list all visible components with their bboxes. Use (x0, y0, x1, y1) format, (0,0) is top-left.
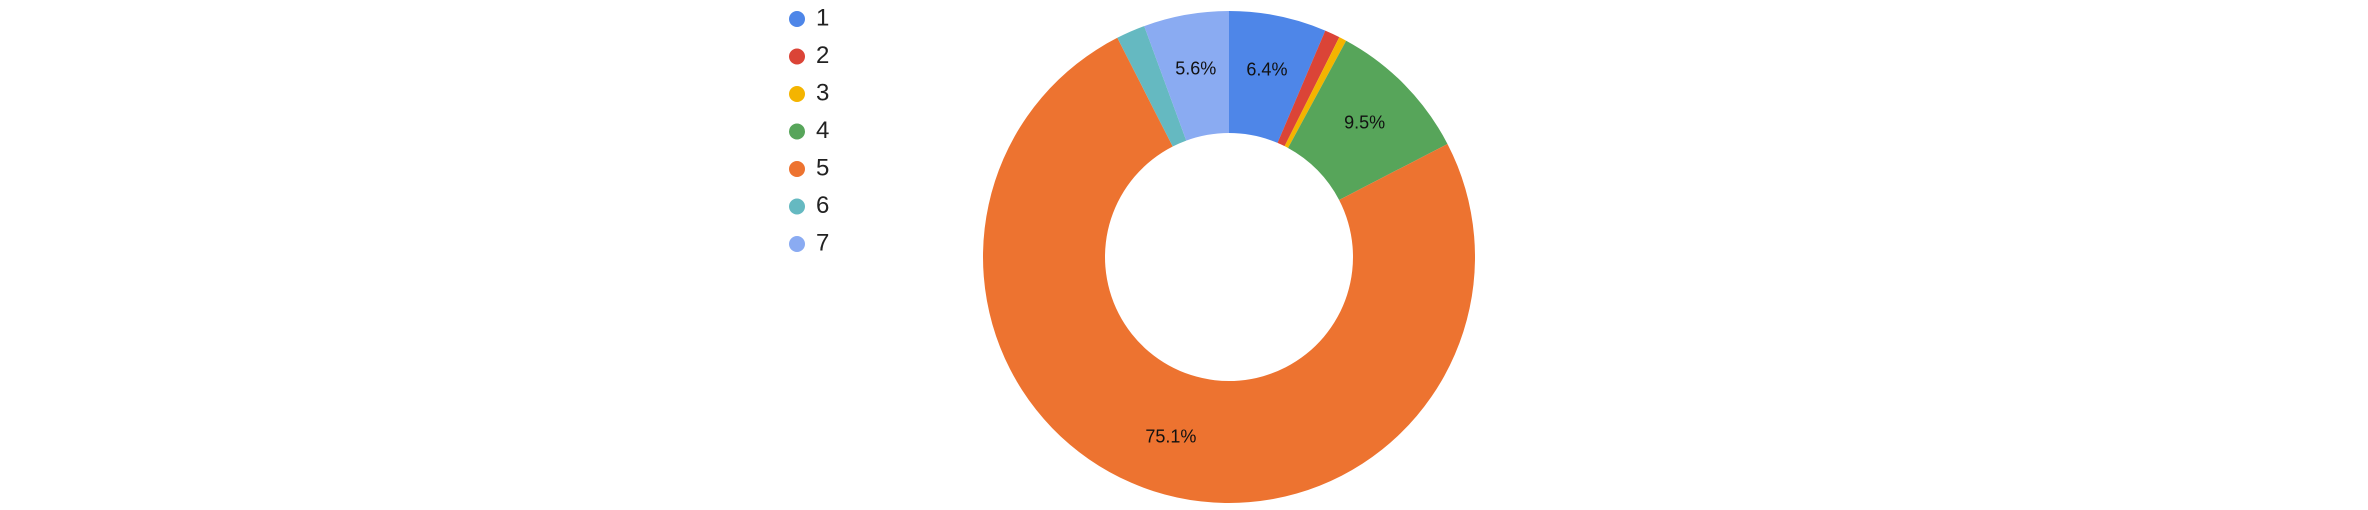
slice (1229, 11, 1326, 143)
legend-marker (789, 86, 805, 102)
slice (1144, 11, 1229, 141)
value-label: 75.1% (1145, 427, 1196, 447)
slice (982, 37, 1475, 504)
legend-marker (789, 236, 805, 252)
slice (1117, 26, 1187, 147)
legend-marker (789, 161, 805, 177)
value-label: 5.6% (1175, 59, 1216, 79)
legend-label: 5 (816, 154, 829, 181)
value-label: 6.4% (1246, 60, 1287, 80)
legend-marker (789, 48, 805, 65)
legend-label: 1 (816, 4, 829, 31)
value-label: 9.5% (1344, 113, 1385, 133)
legend-label: 6 (816, 192, 829, 219)
legend-label: 2 (816, 42, 829, 69)
legend-marker (789, 198, 805, 215)
slice (1288, 40, 1448, 201)
legend-marker (789, 123, 805, 140)
legend-marker (789, 11, 805, 27)
slice (1277, 30, 1340, 147)
legend-label: 7 (816, 229, 829, 256)
legend-label: 4 (816, 117, 829, 144)
slice (1284, 37, 1347, 148)
legend-label: 3 (816, 79, 829, 106)
